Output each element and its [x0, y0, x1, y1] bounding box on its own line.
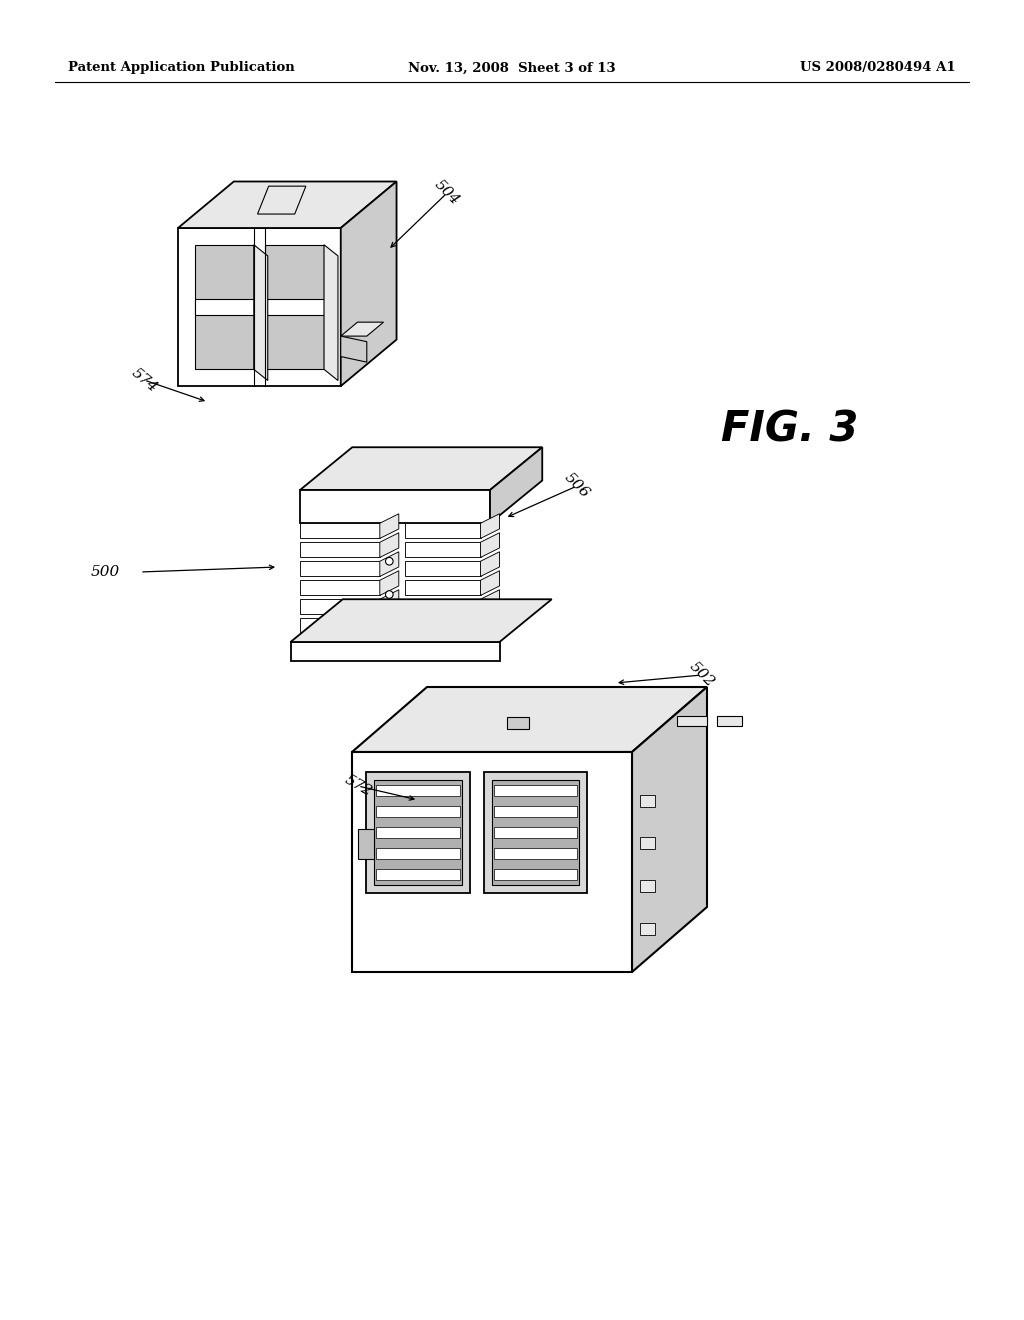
- Polygon shape: [717, 715, 742, 726]
- Polygon shape: [257, 186, 306, 214]
- Polygon shape: [341, 467, 367, 494]
- Polygon shape: [677, 715, 707, 726]
- Polygon shape: [380, 570, 398, 595]
- Text: Nov. 13, 2008  Sheet 3 of 13: Nov. 13, 2008 Sheet 3 of 13: [409, 62, 615, 74]
- Polygon shape: [507, 717, 529, 729]
- Polygon shape: [300, 523, 380, 539]
- Polygon shape: [380, 513, 398, 539]
- Polygon shape: [483, 772, 587, 894]
- Circle shape: [385, 590, 393, 598]
- Polygon shape: [404, 543, 480, 557]
- Polygon shape: [640, 795, 654, 807]
- Polygon shape: [494, 785, 578, 796]
- Polygon shape: [480, 552, 500, 577]
- Polygon shape: [291, 599, 552, 642]
- Polygon shape: [404, 561, 480, 577]
- Text: 574: 574: [128, 366, 160, 395]
- Polygon shape: [300, 447, 543, 490]
- Polygon shape: [300, 581, 380, 595]
- Polygon shape: [366, 772, 470, 894]
- Polygon shape: [254, 244, 267, 380]
- Polygon shape: [265, 244, 324, 370]
- Polygon shape: [195, 244, 254, 370]
- Polygon shape: [300, 490, 490, 523]
- Polygon shape: [341, 337, 367, 362]
- Polygon shape: [494, 849, 578, 859]
- Polygon shape: [494, 807, 578, 817]
- Polygon shape: [376, 828, 460, 838]
- Polygon shape: [404, 581, 480, 595]
- Polygon shape: [380, 609, 398, 634]
- Polygon shape: [380, 552, 398, 577]
- Polygon shape: [291, 642, 500, 661]
- Polygon shape: [480, 590, 500, 614]
- Polygon shape: [480, 513, 500, 539]
- Polygon shape: [494, 828, 578, 838]
- Text: Patent Application Publication: Patent Application Publication: [68, 62, 295, 74]
- Polygon shape: [300, 618, 380, 634]
- Text: FIG. 3: FIG. 3: [721, 409, 859, 451]
- Polygon shape: [341, 454, 384, 467]
- Polygon shape: [494, 870, 578, 879]
- Polygon shape: [640, 923, 654, 935]
- Polygon shape: [341, 322, 384, 337]
- Polygon shape: [376, 870, 460, 879]
- Polygon shape: [404, 618, 480, 634]
- Polygon shape: [352, 752, 632, 972]
- Text: 572: 572: [342, 772, 374, 800]
- Polygon shape: [300, 561, 380, 577]
- Polygon shape: [376, 849, 460, 859]
- Polygon shape: [404, 599, 480, 614]
- Polygon shape: [300, 543, 380, 557]
- Polygon shape: [352, 686, 707, 752]
- Polygon shape: [358, 829, 374, 859]
- Polygon shape: [640, 880, 654, 892]
- Polygon shape: [480, 609, 500, 634]
- Polygon shape: [640, 837, 654, 849]
- Polygon shape: [480, 570, 500, 595]
- Polygon shape: [490, 447, 543, 523]
- Polygon shape: [632, 686, 707, 972]
- Polygon shape: [195, 298, 324, 315]
- Polygon shape: [376, 807, 460, 817]
- Text: 500: 500: [90, 565, 120, 579]
- Polygon shape: [178, 181, 396, 228]
- Polygon shape: [341, 181, 396, 385]
- Polygon shape: [374, 780, 462, 884]
- Polygon shape: [492, 780, 580, 884]
- Circle shape: [385, 557, 393, 565]
- Polygon shape: [380, 590, 398, 614]
- Polygon shape: [380, 533, 398, 557]
- Polygon shape: [300, 599, 380, 614]
- Polygon shape: [178, 228, 341, 385]
- Polygon shape: [376, 785, 460, 796]
- Polygon shape: [480, 533, 500, 557]
- Text: 506: 506: [562, 471, 592, 502]
- Polygon shape: [404, 523, 480, 539]
- Text: US 2008/0280494 A1: US 2008/0280494 A1: [801, 62, 956, 74]
- Polygon shape: [324, 244, 338, 380]
- Text: 502: 502: [687, 660, 717, 690]
- Text: 504: 504: [432, 178, 462, 209]
